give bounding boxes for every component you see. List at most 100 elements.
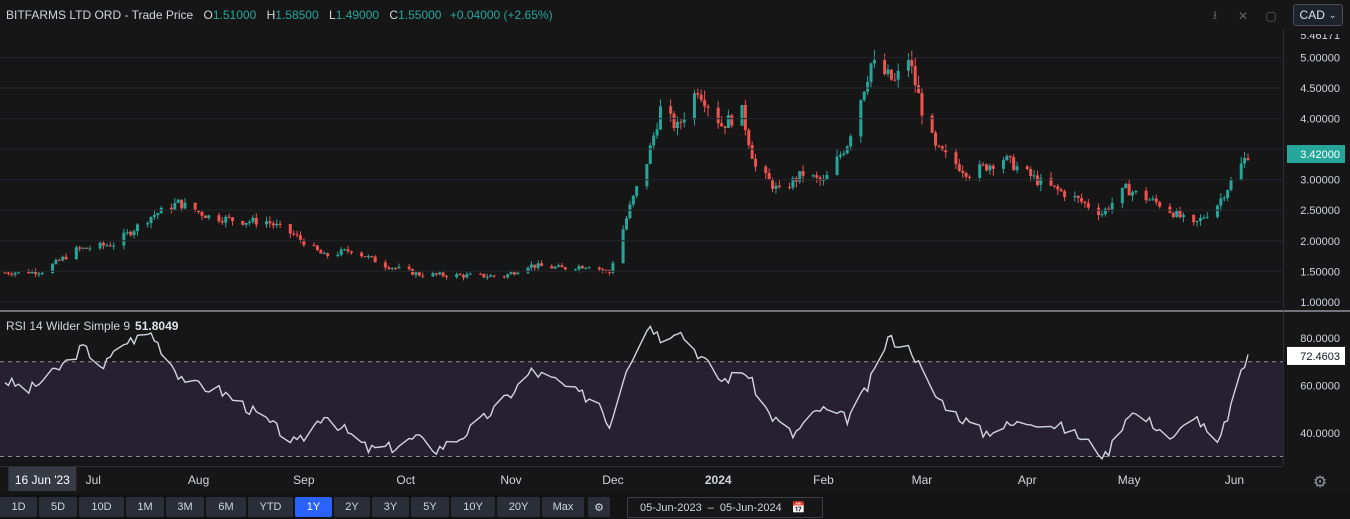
- candle-body: [825, 174, 829, 181]
- candle-body: [944, 150, 948, 153]
- chart-toolbar: ⭳ ✕ ▢: [1205, 6, 1281, 26]
- range-button-5y[interactable]: 5Y: [411, 497, 449, 517]
- last-price-label: 3.42000: [1300, 149, 1340, 161]
- candle-body: [1086, 203, 1090, 208]
- currency-select[interactable]: CAD ⌄: [1293, 4, 1343, 26]
- candle-body: [1215, 205, 1219, 217]
- candle-body: [244, 222, 248, 225]
- price-tick-label: 2.00000: [1300, 236, 1340, 248]
- range-button-1m[interactable]: 1M: [126, 497, 164, 517]
- range-button-10y[interactable]: 10Y: [451, 497, 495, 517]
- range-button-10d[interactable]: 10D: [79, 497, 124, 517]
- candle-body: [51, 263, 55, 274]
- range-button-1y[interactable]: 1Y: [295, 497, 332, 517]
- candle-body: [224, 216, 228, 223]
- candle-body: [81, 247, 85, 249]
- candle-body: [1100, 214, 1104, 216]
- range-button-max[interactable]: Max: [542, 497, 584, 517]
- candle-body: [669, 106, 673, 114]
- candle-body: [254, 217, 258, 225]
- candle-body: [872, 60, 876, 64]
- candle-body: [1097, 207, 1101, 216]
- download-icon[interactable]: ⭳: [1212, 7, 1218, 22]
- candle-body: [1175, 210, 1179, 217]
- candle-body: [574, 269, 578, 271]
- candle-body: [920, 93, 924, 116]
- fullscreen-icon[interactable]: ✕: [1237, 9, 1249, 23]
- candle-body: [866, 81, 870, 92]
- candle-body: [1168, 206, 1172, 213]
- candle-body: [149, 216, 153, 224]
- candle-body: [13, 272, 17, 275]
- gear-icon[interactable]: ⚙: [1312, 474, 1328, 491]
- candle-body: [1124, 183, 1128, 188]
- range-button-5d[interactable]: 5D: [39, 497, 77, 517]
- candle-body: [54, 259, 58, 264]
- candle-body: [842, 153, 846, 155]
- candle-body: [248, 221, 252, 223]
- currency-value: CAD: [1299, 8, 1325, 22]
- candle-body: [1063, 191, 1067, 198]
- candle-body: [390, 267, 394, 269]
- candle-body: [3, 272, 7, 274]
- candle-body: [1001, 160, 1005, 169]
- candle-body: [1103, 208, 1107, 215]
- candle-body: [129, 231, 133, 236]
- range-button-3m[interactable]: 3M: [166, 497, 204, 517]
- candle-body: [679, 122, 683, 124]
- candle-body: [336, 254, 340, 257]
- candle-body: [563, 267, 567, 270]
- candle-body: [577, 266, 581, 270]
- rsi-legend-label: RSI 14 Wilder Simple 9: [6, 319, 131, 333]
- candle-body: [716, 107, 720, 124]
- candle-body: [85, 247, 89, 249]
- date-range-start: 05-Jun-2023: [640, 501, 702, 514]
- candle-body: [509, 272, 513, 275]
- candle-body: [981, 164, 985, 166]
- time-tick-label: Apr: [1018, 473, 1037, 487]
- low-label: L: [329, 8, 336, 22]
- candle-body: [1012, 157, 1016, 171]
- candle-body: [434, 273, 438, 275]
- candle-body: [838, 154, 842, 157]
- close-value: 1.55000: [398, 8, 442, 22]
- candle-body: [74, 247, 78, 260]
- candle-body: [536, 263, 540, 268]
- candle-body: [489, 275, 493, 277]
- range-button-1d[interactable]: 1D: [0, 497, 37, 517]
- candle-body: [1192, 214, 1196, 223]
- close-label: C: [389, 8, 399, 22]
- price-tick-label: 2.50000: [1300, 205, 1340, 217]
- symbol-name: BITFARMS LTD ORD: [6, 8, 122, 22]
- time-tick-label: Mar: [912, 473, 933, 487]
- candle-body: [112, 245, 116, 247]
- settings-button[interactable]: ⚙: [588, 497, 610, 517]
- popout-icon[interactable]: ▢: [1265, 9, 1277, 23]
- candle-body: [1127, 183, 1131, 196]
- candle-body: [455, 274, 459, 278]
- range-button-3y[interactable]: 3Y: [372, 497, 409, 517]
- candle-body: [777, 185, 781, 188]
- change-value: +0.04000 (+2.65%): [449, 8, 553, 22]
- range-button-6m[interactable]: 6M: [206, 497, 246, 517]
- candle-body: [1171, 212, 1175, 217]
- candle-body: [363, 256, 367, 258]
- candle-body: [798, 171, 802, 182]
- range-button-2y[interactable]: 2Y: [334, 497, 370, 517]
- candle-body: [815, 175, 819, 178]
- date-range-field[interactable]: 05-Jun-2023 – 05-Jun-2024 📅: [627, 497, 823, 518]
- candle-body: [961, 171, 965, 173]
- rsi-tick-label: 80.0000: [1300, 333, 1340, 345]
- rsi-last-label: 72.4603: [1300, 351, 1340, 363]
- candle-body: [200, 211, 204, 216]
- candle-body: [468, 273, 472, 275]
- candle-body: [346, 249, 350, 252]
- candle-body: [526, 267, 530, 273]
- range-button-ytd[interactable]: YTD: [248, 497, 293, 517]
- candles-group: [3, 49, 1250, 281]
- candle-body: [1198, 217, 1202, 221]
- last-price-tag: [1287, 145, 1345, 164]
- range-button-20y[interactable]: 20Y: [497, 497, 540, 517]
- candle-body: [648, 145, 652, 164]
